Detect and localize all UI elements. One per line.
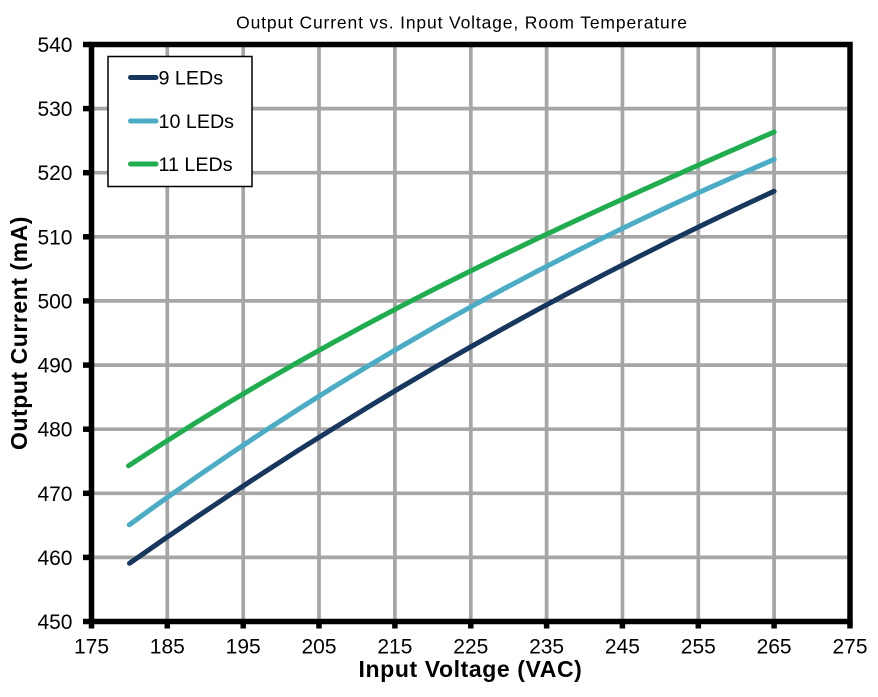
svg-text:Output Current (mA): Output Current (mA): [6, 216, 32, 450]
svg-text:500: 500: [37, 290, 72, 313]
svg-text:530: 530: [37, 98, 72, 121]
svg-text:9 LEDs: 9 LEDs: [159, 68, 224, 90]
svg-text:490: 490: [37, 355, 72, 378]
svg-text:Input Voltage (VAC): Input Voltage (VAC): [359, 656, 583, 682]
svg-text:275: 275: [832, 636, 867, 659]
svg-text:Output Current vs. Input Volta: Output Current vs. Input Voltage, Room T…: [236, 13, 688, 33]
svg-text:450: 450: [37, 611, 72, 634]
svg-text:175: 175: [74, 636, 109, 659]
svg-text:510: 510: [37, 226, 72, 249]
svg-text:11 LEDs: 11 LEDs: [159, 154, 233, 176]
svg-text:480: 480: [37, 419, 72, 442]
svg-text:195: 195: [226, 636, 261, 659]
svg-text:205: 205: [301, 636, 336, 659]
svg-text:520: 520: [37, 162, 72, 185]
svg-text:255: 255: [681, 636, 716, 659]
svg-text:225: 225: [453, 636, 488, 659]
svg-text:185: 185: [150, 636, 185, 659]
svg-text:245: 245: [605, 636, 640, 659]
svg-text:235: 235: [529, 636, 564, 659]
svg-text:470: 470: [37, 483, 72, 506]
svg-text:540: 540: [37, 34, 72, 57]
svg-text:460: 460: [37, 547, 72, 570]
svg-text:10 LEDs: 10 LEDs: [159, 111, 235, 133]
svg-text:215: 215: [377, 636, 412, 659]
svg-text:265: 265: [757, 636, 792, 659]
